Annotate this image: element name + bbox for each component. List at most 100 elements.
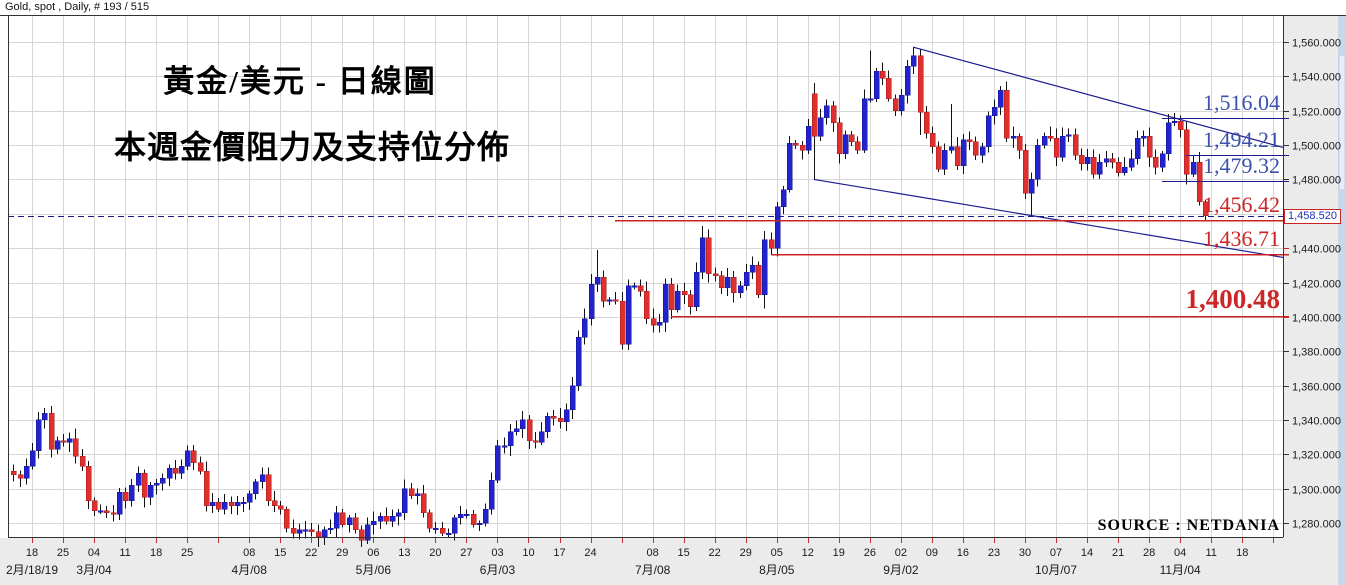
candle: [327, 519, 334, 535]
candle-body: [147, 484, 154, 498]
candle: [749, 256, 756, 280]
candle: [302, 520, 309, 539]
candle-body: [296, 529, 303, 534]
candle-body: [103, 510, 110, 513]
y-axis-label: 1,320.000: [1292, 450, 1341, 462]
candle: [681, 283, 688, 305]
candle: [364, 517, 371, 544]
candle: [941, 143, 948, 175]
candle: [1096, 154, 1103, 180]
candle: [277, 501, 284, 515]
candle: [643, 281, 650, 324]
candle: [29, 442, 36, 470]
candle-body: [1072, 134, 1079, 156]
candle-body: [457, 514, 464, 519]
candle-body: [85, 466, 92, 501]
candle: [1183, 121, 1190, 185]
candle: [135, 466, 142, 492]
candle-body: [1202, 201, 1209, 216]
scrollbar-thumb[interactable]: [1338, 54, 1346, 191]
candle: [501, 437, 508, 454]
candle-body: [550, 416, 557, 419]
candle-body: [544, 416, 551, 433]
x-axis-month-label: 6月/03: [480, 563, 516, 577]
candle: [66, 432, 73, 452]
candle-body: [377, 515, 384, 522]
candle-body: [420, 493, 427, 513]
x-axis-week-label: 15: [274, 547, 286, 559]
trendline: [813, 178, 1285, 259]
candle: [470, 509, 477, 528]
candle: [929, 126, 936, 154]
candle-body: [48, 412, 55, 450]
candle-body: [972, 141, 979, 156]
x-axis-week-label: 16: [957, 547, 969, 559]
candle-body: [718, 275, 725, 288]
candle: [898, 89, 905, 116]
candle-body: [141, 472, 148, 498]
candle-body: [1121, 167, 1128, 173]
candle: [72, 428, 79, 464]
x-axis-month-label: 9月/02: [883, 563, 919, 577]
candle: [389, 509, 396, 527]
candle: [48, 405, 55, 458]
candle: [830, 100, 837, 133]
candle-body: [41, 412, 48, 421]
candle: [1078, 148, 1085, 171]
candle-body: [532, 440, 539, 443]
candle-body: [91, 500, 98, 512]
candle: [283, 506, 290, 533]
candle-body: [153, 483, 160, 486]
candle-body: [724, 277, 731, 288]
candle-body: [72, 438, 79, 457]
candle-body: [1053, 137, 1060, 158]
candle-body: [1059, 136, 1066, 158]
candle: [1047, 126, 1054, 142]
candle-body: [674, 290, 681, 311]
candle: [637, 279, 644, 297]
candle: [246, 490, 253, 510]
candle-body: [966, 139, 973, 142]
candle: [1072, 128, 1079, 161]
candle: [774, 202, 781, 257]
candle: [1121, 157, 1128, 176]
candle-body: [923, 112, 930, 134]
candle-body: [830, 105, 837, 123]
x-axis-week-label: 22: [709, 547, 721, 559]
candle-body: [730, 277, 737, 294]
candle-body: [1128, 158, 1135, 168]
candle-body: [935, 146, 942, 170]
x-axis-week-label: 17: [553, 547, 565, 559]
candle-body: [991, 107, 998, 117]
support-level-label: 1,456.42: [1203, 191, 1280, 217]
candle: [1202, 200, 1209, 221]
candle: [35, 412, 42, 459]
candle-body: [1183, 129, 1190, 175]
candle: [811, 83, 818, 180]
candle-body: [892, 98, 899, 111]
x-axis-month-label: 10月/07: [1035, 563, 1077, 577]
candle-body: [1096, 162, 1103, 175]
candle: [234, 496, 241, 516]
x-axis-panel: [0, 538, 1338, 585]
candle-body: [240, 502, 247, 505]
candle-body: [190, 450, 197, 464]
candle-body: [792, 143, 799, 146]
candle: [221, 493, 228, 515]
y-axis-label: 1,540.000: [1292, 72, 1341, 84]
candle: [54, 436, 61, 454]
candle: [606, 296, 613, 306]
candle: [215, 498, 222, 512]
candle-body: [799, 144, 806, 151]
x-axis-week-label: 30: [1019, 547, 1031, 559]
candle: [346, 515, 353, 533]
candle: [209, 493, 216, 513]
scrollbar-track[interactable]: [1338, 16, 1346, 585]
candle: [674, 284, 681, 313]
resistance-level-label: 1,494.21: [1203, 127, 1280, 153]
candle: [1165, 114, 1172, 161]
x-axis-week-label: 07: [1050, 547, 1062, 559]
candle: [768, 232, 775, 256]
candle: [563, 403, 570, 431]
candle: [197, 456, 204, 475]
